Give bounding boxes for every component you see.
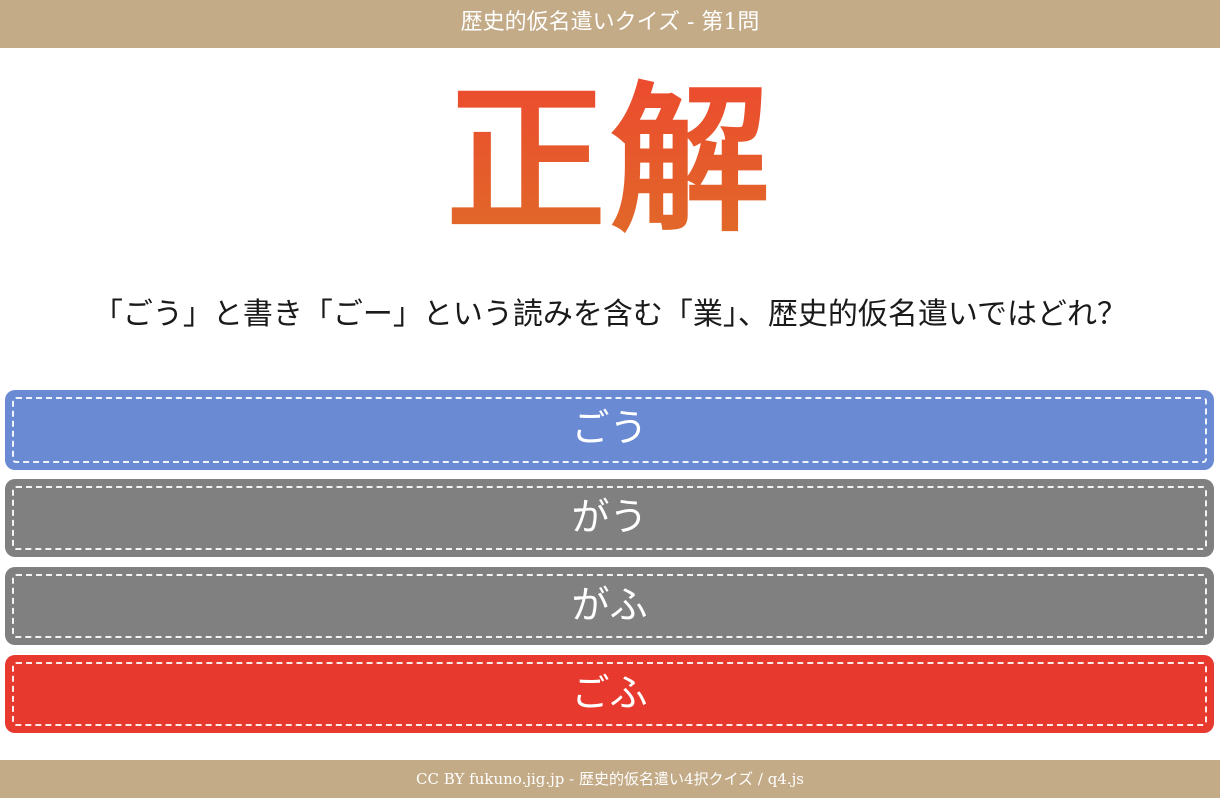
page-title: 歴史的仮名遣いクイズ - 第1問 — [460, 10, 760, 35]
choice-dashed-border — [12, 662, 1207, 726]
choice-button-3[interactable]: がふ — [5, 567, 1214, 645]
choice-label: がう — [571, 495, 648, 539]
footer-bar: CC BY fukuno.jig.jp - 歴史的仮名遣い4択クイズ / q4.… — [0, 760, 1220, 798]
choice-dashed-border — [12, 397, 1207, 463]
choice-label: がふ — [571, 583, 648, 627]
choice-label: ごう — [571, 406, 648, 450]
choice-dashed-border — [12, 574, 1207, 638]
result-text: 正解 — [0, 74, 1220, 246]
choice-button-4[interactable]: ごふ — [5, 655, 1214, 733]
choice-label: ごふ — [571, 671, 648, 715]
choice-button-1[interactable]: ごう — [5, 390, 1214, 470]
choice-list: ごう がう がふ ごふ — [5, 390, 1214, 743]
footer-credit: CC BY fukuno.jig.jp - 歴史的仮名遣い4択クイズ / q4.… — [416, 770, 804, 788]
question-text: 「ごう」と書き「ごー」という読みを含む「業」、歴史的仮名遣いではどれ？ — [92, 297, 1128, 332]
header-bar: 歴史的仮名遣いクイズ - 第1問 — [0, 0, 1220, 48]
choice-button-2[interactable]: がう — [5, 479, 1214, 557]
choice-dashed-border — [12, 486, 1207, 550]
